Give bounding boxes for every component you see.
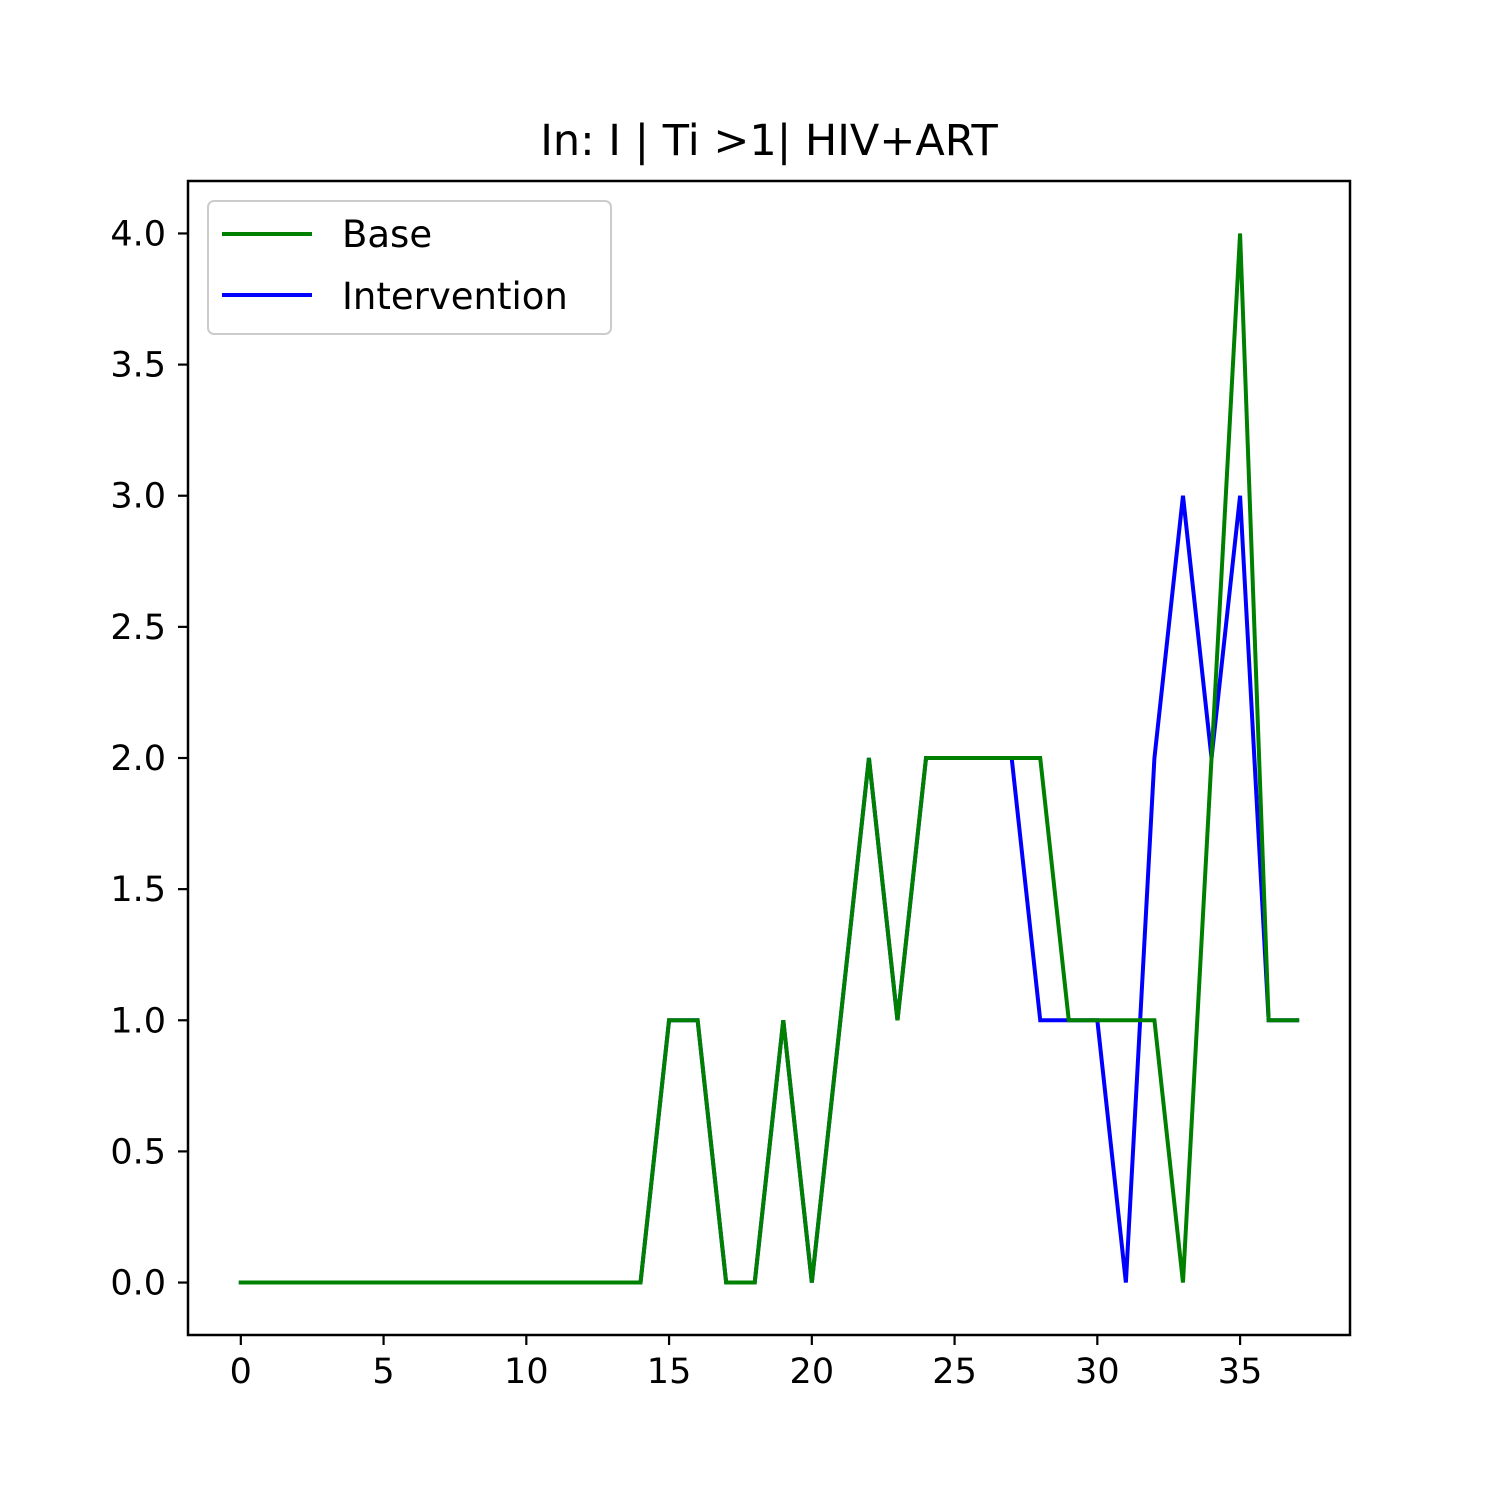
plot-frame (186, 179, 1352, 1337)
x-tick-label: 5 (372, 1352, 394, 1392)
x-tick-label: 0 (230, 1352, 252, 1392)
x-tick-label: 20 (790, 1352, 835, 1392)
y-tick-label: 0.5 (110, 1132, 166, 1172)
y-tick-label: 3.0 (110, 477, 166, 517)
legend: Base Intervention (207, 200, 612, 335)
legend-label-intervention: Intervention (342, 275, 568, 318)
x-tick-label: 10 (504, 1352, 549, 1392)
x-tick-label: 35 (1218, 1352, 1263, 1392)
series-line-base (238, 233, 1300, 1285)
x-axis: 0 5 10 15 20 25 30 35 (230, 1335, 1263, 1392)
chart-title: In: I | Ti >1| HIV+ART (540, 116, 998, 166)
x-tick-label: 30 (1075, 1352, 1120, 1392)
y-tick-label: 1.5 (110, 870, 166, 910)
y-axis: 0.0 0.5 1.0 1.5 2.0 2.5 3.0 3.5 4.0 (110, 214, 188, 1304)
x-tick-label: 25 (932, 1352, 977, 1392)
x-tick-label: 15 (647, 1352, 692, 1392)
y-tick-label: 3.5 (110, 346, 166, 386)
y-tick-label: 1.0 (110, 1001, 166, 1041)
series-layer (238, 233, 1300, 1285)
y-tick-label: 2.0 (110, 739, 166, 779)
y-tick-label: 4.0 (110, 214, 166, 254)
y-tick-label: 0.0 (110, 1264, 166, 1304)
legend-label-base: Base (342, 213, 432, 256)
y-tick-label: 2.5 (110, 608, 166, 648)
